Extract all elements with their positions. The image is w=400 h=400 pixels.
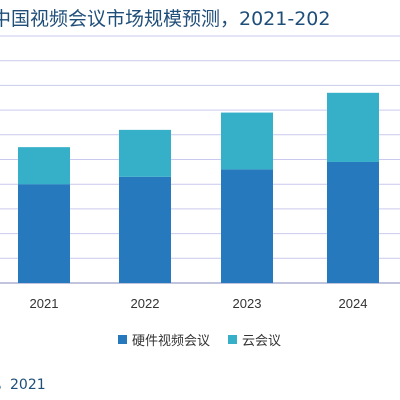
bar-cloud-2022 xyxy=(119,129,171,177)
x-tick-label-2024: 2024 xyxy=(339,296,368,311)
bars xyxy=(18,92,379,283)
legend-swatch-hardware xyxy=(118,335,127,344)
bar-cloud-2024 xyxy=(327,92,379,162)
legend-item-hardware: 硬件视频会议 xyxy=(118,330,210,349)
legend-swatch-cloud xyxy=(228,335,238,344)
bar-hardware-2024 xyxy=(327,161,379,283)
bar-hardware-2023 xyxy=(221,169,273,283)
legend-item-cloud: 云会议 xyxy=(228,330,281,349)
legend-label-cloud: 云会议 xyxy=(242,334,282,349)
bar-cloud-2021 xyxy=(18,147,70,185)
chart-title: 中国视频会议市场规模预测，2021-202 xyxy=(0,8,331,30)
legend: 硬件视频会议 云会议 xyxy=(118,330,281,349)
bar-hardware-2022 xyxy=(119,176,171,283)
x-tick-label-2022: 2022 xyxy=(131,296,160,311)
legend-label-hardware: 硬件视频会议 xyxy=(132,334,211,349)
bar-cloud-2023 xyxy=(221,112,273,170)
x-tick-label-2021: 2021 xyxy=(30,296,59,311)
source-note: ，2021 xyxy=(0,377,46,393)
x-tick-label-2023: 2023 xyxy=(233,296,262,311)
x-tick-labels: 2021 2022 2023 2024 xyxy=(30,296,368,311)
bar-hardware-2021 xyxy=(18,184,70,283)
